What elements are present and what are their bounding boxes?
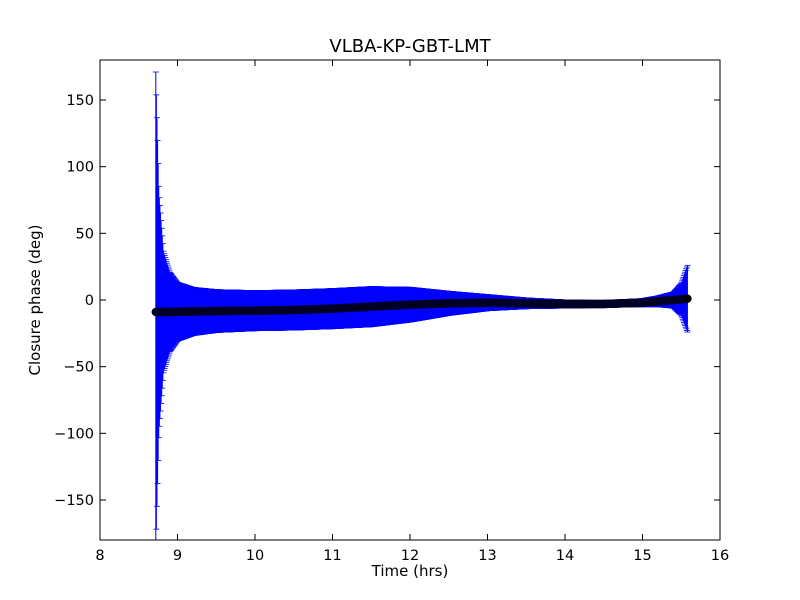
x-tick-label: 15 <box>633 548 651 564</box>
x-tick-label: 9 <box>173 548 182 564</box>
y-axis-label: Closure phase (deg) <box>26 225 44 376</box>
y-tick-label: −100 <box>54 426 94 442</box>
y-tick-label: 100 <box>66 160 94 176</box>
x-tick-label: 16 <box>711 548 729 564</box>
y-tick-label: 150 <box>66 93 94 109</box>
x-tick-label: 10 <box>246 548 264 564</box>
y-axis-ticks: −150 −100 −50 0 50 100 150 <box>54 93 720 509</box>
y-tick-label: 0 <box>85 293 94 309</box>
y-tick-label: 50 <box>76 226 94 242</box>
chart-title: VLBA-KP-GBT-LMT <box>329 36 491 57</box>
x-tick-label: 8 <box>95 548 104 564</box>
x-axis-ticks: 8 9 10 11 12 13 14 15 16 <box>95 60 729 564</box>
x-tick-label: 13 <box>478 548 496 564</box>
data-point <box>683 294 692 303</box>
plot-area <box>151 71 692 540</box>
y-tick-label: −150 <box>54 493 94 509</box>
x-axis-label: Time (hrs) <box>371 562 449 580</box>
data-markers <box>151 294 692 317</box>
x-tick-label: 11 <box>323 548 341 564</box>
x-tick-label: 14 <box>556 548 574 564</box>
x-tick-label: 12 <box>401 548 419 564</box>
y-tick-label: −50 <box>63 360 94 376</box>
